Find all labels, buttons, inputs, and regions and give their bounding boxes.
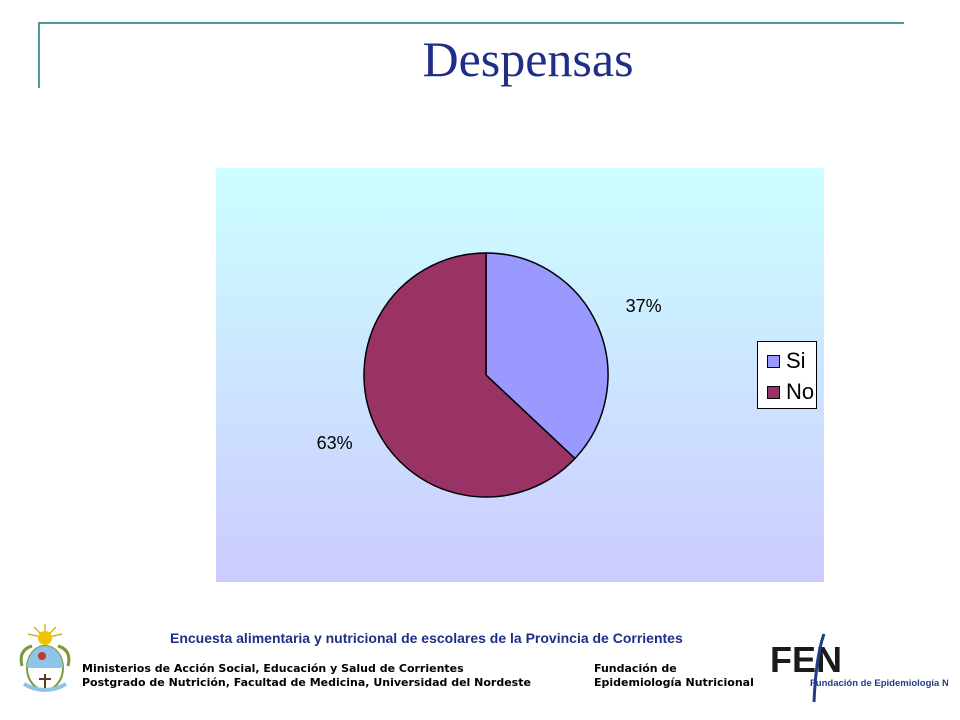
slide-title: Despensas	[422, 31, 634, 87]
footer-institutions: Ministerios de Acción Social, Educación …	[82, 662, 531, 690]
pie-data-label-no: 63%	[317, 433, 353, 453]
legend-label-si: Si	[786, 348, 806, 373]
province-seal-logo	[19, 624, 71, 692]
legend-label-no: No	[786, 379, 815, 404]
fen-logo-text: FEN	[770, 639, 842, 680]
footer-left-line-1: Ministerios de Acción Social, Educación …	[82, 662, 464, 675]
fen-logo-subtitle: Fundación de Epidemiología Nutricional	[810, 678, 948, 689]
pie-slice-no	[363, 252, 576, 498]
footer-survey-title: Encuesta alimentaria y nutricional de es…	[170, 630, 683, 646]
legend-swatch-no	[767, 385, 780, 399]
legend-item-si: Si	[767, 348, 806, 374]
footer-right-line-1: Fundación de	[594, 662, 677, 675]
pie-chart-svg: 37% 63%	[317, 252, 662, 498]
footer-right-line-2: Epidemiología Nutricional	[594, 676, 754, 689]
pie-slice-si	[485, 252, 609, 460]
footer-left-line-2: Postgrado de Nutrición, Facultad de Medi…	[82, 676, 531, 689]
slide-frame-left-line	[38, 22, 40, 88]
pie-data-label-si: 37%	[626, 296, 662, 316]
fen-logo: FEN Fundación de Epidemiología Nutricion…	[770, 633, 948, 703]
legend-item-no: No	[767, 379, 814, 405]
legend-swatch-si	[767, 354, 780, 368]
slide-frame-top-line	[40, 22, 904, 24]
footer-foundation: Fundación de Epidemiología Nutricional	[594, 662, 754, 690]
chart-legend: Si No	[757, 341, 817, 409]
pie-chart: 37% 63%	[216, 168, 824, 582]
